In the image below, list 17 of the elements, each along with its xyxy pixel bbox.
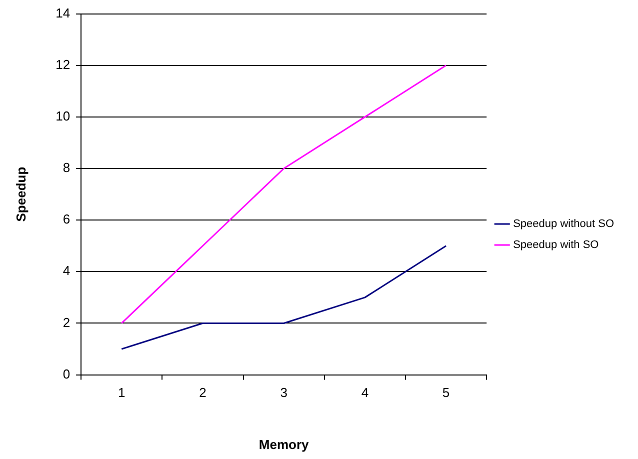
x-tick-label: 3 — [280, 385, 288, 400]
x-tick-label: 4 — [361, 385, 369, 400]
x-tick-label: 5 — [442, 385, 450, 400]
y-tick-label: 2 — [62, 314, 70, 330]
y-tick-label: 14 — [56, 5, 70, 20]
y-tick-label: 0 — [62, 366, 70, 382]
y-axis-title: Speedup — [13, 166, 28, 222]
x-tick-label: 2 — [199, 385, 206, 400]
x-tick-label: 1 — [118, 385, 126, 400]
y-tick-label: 10 — [56, 108, 70, 124]
legend-label: Speedup with SO — [513, 239, 600, 252]
y-tick-label: 4 — [62, 263, 70, 278]
y-tick-label: 6 — [62, 212, 70, 227]
y-tick-label: 12 — [56, 56, 70, 72]
legend-label: Speedup without SO — [513, 218, 614, 230]
y-tick-label: 8 — [62, 160, 70, 176]
x-axis-title: Memory — [258, 436, 310, 452]
